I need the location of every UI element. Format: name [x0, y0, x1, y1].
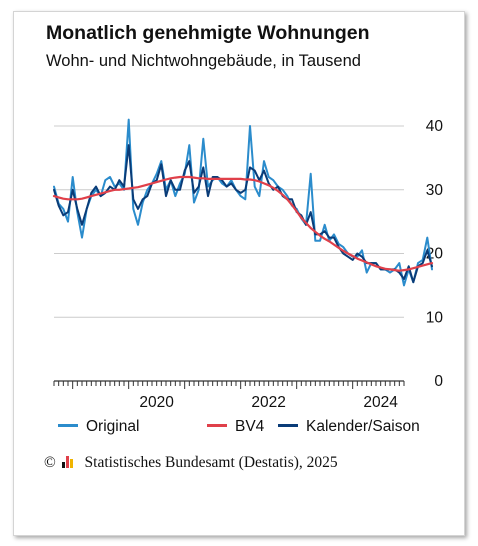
series-line-kalender-saison: [53, 144, 433, 284]
y-tick-label-10: 10: [426, 309, 444, 326]
chart-title: Monatlich genehmigte Wohnungen: [46, 22, 370, 44]
chart-legend: Original BV4 Kalender/Saison: [44, 418, 420, 438]
source-note: © Statistisches Bundesamt (Destatis), 20…: [44, 454, 338, 472]
destatis-bar-logo-icon: [61, 456, 76, 468]
legend-swatch-original: [58, 424, 78, 428]
legend-label-original: Original: [86, 418, 140, 435]
x-tick-label-2022: 2022: [251, 394, 285, 411]
legend-label-bv4: BV4: [235, 418, 265, 435]
y-tick-label-40: 40: [426, 118, 444, 135]
x-tick-label-2020: 2020: [139, 394, 174, 411]
legend-swatch-kalender-saison: [278, 424, 298, 428]
legend-label-kalender-saison: Kalender/Saison: [306, 418, 420, 435]
legend-item-kalender-saison: Kalender/Saison: [278, 418, 420, 436]
legend-item-original: Original: [58, 418, 139, 436]
chart-subtitle: Wohn- und Nichtwohngebäude, in Tausend: [46, 52, 361, 70]
source-text: Statistisches Bundesamt (Destatis), 2025: [84, 454, 338, 471]
y-tick-label-0: 0: [434, 373, 443, 390]
series-line-bv4: [52, 175, 434, 272]
copyright-symbol: ©: [44, 454, 56, 471]
x-tick-label-2024: 2024: [363, 394, 398, 411]
legend-swatch-bv4: [207, 424, 227, 428]
series-line-original: [53, 118, 433, 287]
legend-item-bv4: BV4: [207, 418, 264, 436]
y-tick-label-30: 30: [426, 182, 444, 199]
